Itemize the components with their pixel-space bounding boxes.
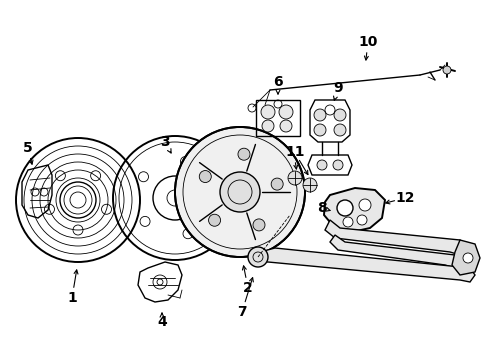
Circle shape	[209, 214, 221, 226]
Text: 10: 10	[358, 35, 378, 49]
Circle shape	[279, 105, 293, 119]
Polygon shape	[325, 220, 465, 255]
Circle shape	[314, 109, 326, 121]
Polygon shape	[324, 188, 385, 232]
Circle shape	[253, 219, 265, 231]
Circle shape	[333, 160, 343, 170]
Text: 5: 5	[23, 141, 33, 155]
Circle shape	[280, 120, 292, 132]
Text: 7: 7	[237, 305, 247, 319]
Circle shape	[314, 124, 326, 136]
Text: 4: 4	[157, 315, 167, 329]
Circle shape	[175, 127, 305, 257]
Polygon shape	[452, 240, 480, 275]
Text: 6: 6	[273, 75, 283, 89]
Circle shape	[199, 171, 211, 183]
Circle shape	[343, 217, 353, 227]
Circle shape	[220, 172, 260, 212]
Text: 8: 8	[317, 201, 327, 215]
Polygon shape	[255, 248, 475, 282]
Circle shape	[463, 253, 473, 263]
Circle shape	[262, 120, 274, 132]
Circle shape	[334, 124, 346, 136]
Text: 3: 3	[160, 135, 170, 149]
Circle shape	[288, 171, 302, 185]
Text: 12: 12	[395, 191, 415, 205]
Circle shape	[334, 109, 346, 121]
Circle shape	[317, 160, 327, 170]
Circle shape	[238, 148, 250, 160]
Circle shape	[271, 178, 283, 190]
Text: 2: 2	[243, 281, 253, 295]
Circle shape	[443, 66, 451, 74]
Polygon shape	[330, 235, 460, 268]
Circle shape	[357, 215, 367, 225]
Circle shape	[303, 178, 317, 192]
Circle shape	[261, 105, 275, 119]
Circle shape	[337, 200, 353, 216]
Text: 11: 11	[285, 145, 305, 159]
Circle shape	[359, 199, 371, 211]
Text: 9: 9	[333, 81, 343, 95]
Text: 1: 1	[67, 291, 77, 305]
Circle shape	[248, 247, 268, 267]
